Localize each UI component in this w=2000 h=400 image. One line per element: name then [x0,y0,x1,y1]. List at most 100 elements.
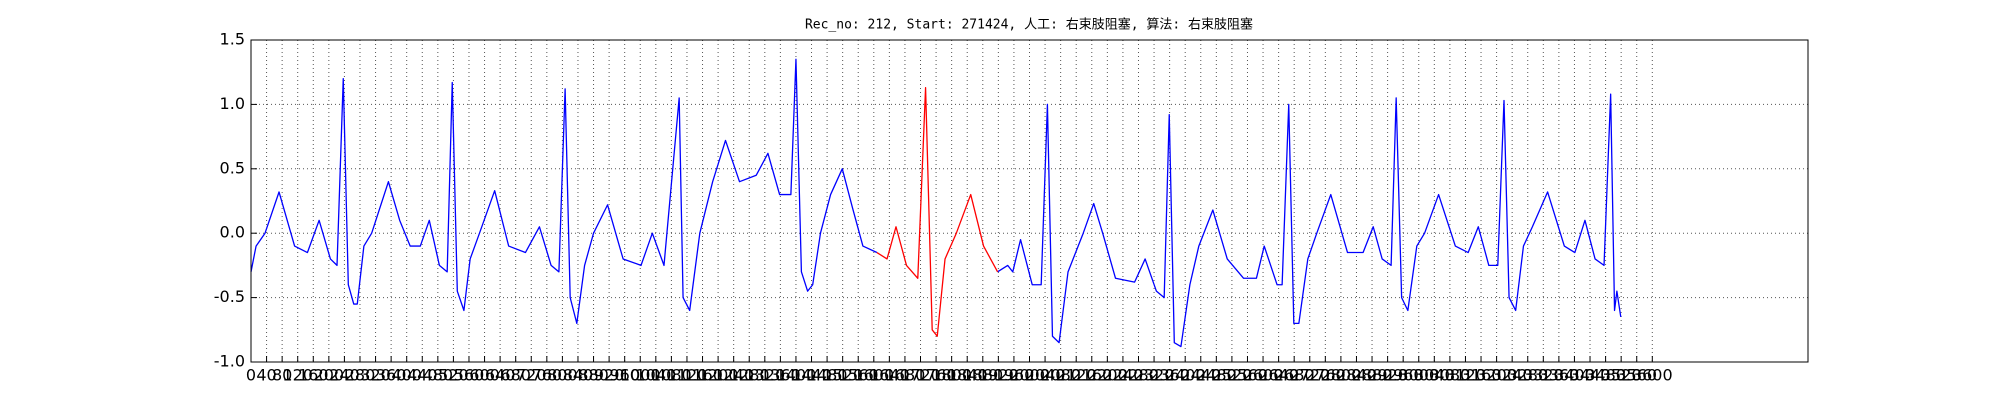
x-tick-label: 1200 [698,366,739,385]
x-tick-label: 3160 [1461,366,1502,385]
x-tick-label: 80 [272,366,292,385]
x-tick-label: 1560 [838,366,879,385]
x-tick-label: 1520 [822,366,863,385]
x-tick-label: 1400 [776,366,817,385]
y-tick-label: -0.5 [214,287,245,306]
x-tick-label: 360 [376,366,407,385]
series-line [876,87,999,337]
series-line [250,58,878,325]
x-tick-label: 2720 [1289,366,1330,385]
x-tick-label: 3600 [1632,366,1673,385]
x-tick-label: 2200 [1087,366,1128,385]
x-tick-label: 2160 [1071,366,1112,385]
x-tick-label: 1600 [853,366,894,385]
x-tick-label: 3400 [1554,366,1595,385]
x-tick-label: 880 [578,366,609,385]
x-tick-label: 2000 [1009,366,1050,385]
x-tick-label: 3440 [1570,366,1611,385]
x-tick-label: 960 [609,366,640,385]
y-tick-label: 0.0 [220,223,245,242]
x-tick-label: 1800 [931,366,972,385]
x-tick-label: 520 [438,366,469,385]
x-tick-label: 160 [298,366,329,385]
x-tick-label: 320 [360,366,391,385]
x-tick-label: 240 [329,366,360,385]
x-tick-label: 2320 [1134,366,1175,385]
x-tick-label: 480 [423,366,454,385]
x-tick-label: 2080 [1040,366,1081,385]
x-tick-label: 1240 [713,366,754,385]
y-tick-label: -1.0 [214,352,245,371]
y-tick-label: 1.0 [220,94,245,113]
plot-frame [250,39,1809,363]
x-tick-label: 2440 [1180,366,1221,385]
x-tick-label: 2760 [1305,366,1346,385]
x-tick-label: 1080 [651,366,692,385]
x-tick-label: 760 [532,366,563,385]
x-tick-label: 2240 [1103,366,1144,385]
x-tick-label: 440 [407,366,438,385]
x-tick-label: 920 [594,366,625,385]
x-tick-label: 3040 [1414,366,1455,385]
x-tick-label: 3480 [1585,366,1626,385]
x-tick-label: 1440 [791,366,832,385]
x-tick-label: 1480 [807,366,848,385]
x-tick-label: 280 [345,366,376,385]
x-tick-label: 40 [256,366,276,385]
x-tick-label: 2360 [1149,366,1190,385]
x-tick-label: 3080 [1430,366,1471,385]
x-tick-label: 2560 [1227,366,1268,385]
x-tick-label: 2280 [1118,366,1159,385]
x-tick-label: 1280 [729,366,770,385]
y-tick-label: 0.5 [220,158,245,177]
x-tick-label: 3560 [1616,366,1657,385]
x-tick-label: 1640 [869,366,910,385]
chart-title: Rec_no: 212, Start: 271424, 人工: 右束肢阻塞, 算… [805,17,1253,33]
x-tick-label: 2960 [1383,366,1424,385]
x-tick-label: 2120 [1056,366,1097,385]
x-tick-label: 720 [516,366,547,385]
x-tick-label: 120 [282,366,313,385]
x-tick-label: 2520 [1212,366,1253,385]
x-tick-label: 2040 [1025,366,1066,385]
x-tick-label: 640 [485,366,516,385]
x-tick-label: 2800 [1321,366,1362,385]
x-tick-label: 2880 [1352,366,1393,385]
x-tick-label: 2840 [1336,366,1377,385]
x-tick-label: 2680 [1274,366,1315,385]
x-tick-label: 840 [563,366,594,385]
x-tick-label: 2600 [1243,366,1284,385]
x-tick-label: 600 [469,366,500,385]
x-tick-label: 2920 [1367,366,1408,385]
x-tick-label: 800 [547,366,578,385]
x-tick-label: 3200 [1476,366,1517,385]
x-tick-label: 3360 [1539,366,1580,385]
x-tick-label: 1160 [682,366,723,385]
x-tick-label: 3520 [1601,366,1642,385]
x-tick-label: 1920 [978,366,1019,385]
x-tick-label: 2400 [1165,366,1206,385]
x-tick-label: 1040 [635,366,676,385]
x-tick-label: 3120 [1445,366,1486,385]
x-tick-label: 2480 [1196,366,1237,385]
x-tick-label: 1120 [667,366,708,385]
x-tick-label: 1880 [962,366,1003,385]
x-tick-label: 1840 [947,366,988,385]
x-tick-label: 1680 [885,366,926,385]
x-tick-label: 1000 [620,366,661,385]
x-tick-label: 560 [454,366,485,385]
y-tick-label: 1.5 [220,30,245,49]
x-tick-label: 3280 [1507,366,1548,385]
x-tick-label: 1760 [916,366,957,385]
x-tick-label: 680 [500,366,531,385]
x-tick-label: 1360 [760,366,801,385]
x-tick-label: 3240 [1492,366,1533,385]
x-tick-label: 3320 [1523,366,1564,385]
x-tick-label: 1320 [744,366,785,385]
x-tick-label: 200 [314,366,345,385]
x-tick-label: 400 [391,366,422,385]
x-tick-label: 1720 [900,366,941,385]
x-tick-label: 0 [246,366,256,385]
series-line [997,93,1622,348]
